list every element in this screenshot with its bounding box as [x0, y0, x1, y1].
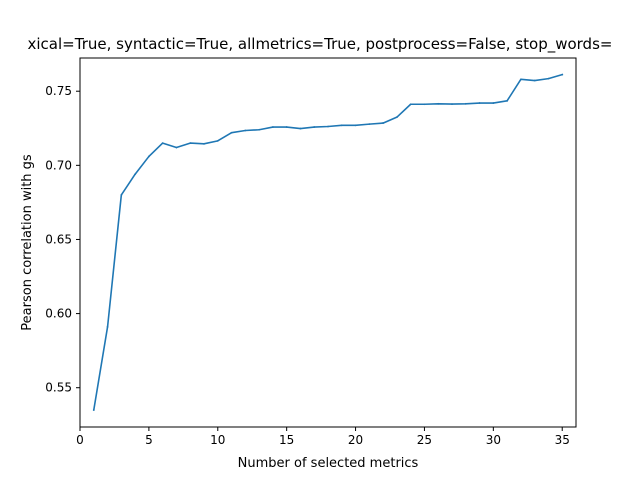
data-point	[285, 126, 288, 128]
data-point	[478, 102, 481, 104]
data-point	[175, 146, 178, 149]
x-axis-label: Number of selected metrics	[238, 456, 419, 471]
plot-frame	[79, 57, 577, 428]
data-point	[313, 126, 316, 128]
data-point	[106, 326, 109, 328]
x-tick-label: 30	[486, 433, 501, 447]
data-point	[354, 124, 357, 127]
data-point	[244, 129, 247, 132]
data-point	[561, 73, 564, 76]
data-point	[533, 79, 536, 82]
data-point	[189, 142, 192, 144]
y-tick-label: 0.55	[45, 381, 72, 395]
data-point	[230, 131, 233, 134]
data-point	[120, 194, 123, 196]
data-point	[216, 139, 219, 142]
data-point	[464, 102, 467, 105]
data-point	[437, 102, 440, 105]
data-point	[423, 103, 426, 106]
data-point	[134, 173, 137, 176]
data-point	[147, 155, 150, 158]
data-point	[368, 123, 371, 126]
data-point	[519, 78, 522, 81]
y-tick-label: 0.75	[45, 84, 72, 98]
data-point	[395, 116, 398, 119]
data-point	[547, 77, 550, 80]
data-point	[258, 128, 261, 131]
data-point	[340, 124, 343, 127]
data-point	[382, 122, 385, 124]
data-point	[161, 142, 164, 144]
data-point	[409, 103, 412, 106]
ticks-layer: 0 5 10 15 20 25 30 35 0.55 0.60 0.65 0.70 0.75	[45, 84, 570, 447]
data-point	[327, 125, 329, 128]
y-tick-label: 0.60	[45, 307, 72, 321]
data-point	[271, 126, 274, 128]
chart-title: xical=True, syntactic=True, allmetrics=T…	[28, 35, 613, 54]
x-tick-label: 35	[555, 433, 570, 447]
x-tick-label: 15	[279, 433, 294, 447]
x-tick-label: 10	[210, 433, 225, 447]
y-tick-label: 0.70	[45, 158, 72, 172]
x-tick-label: 20	[348, 433, 363, 447]
y-axis-label: Pearson correlation with gs	[20, 154, 35, 331]
data-point	[299, 127, 302, 130]
data-point	[506, 99, 509, 102]
data-point	[203, 142, 205, 145]
y-tick-label: 0.65	[45, 232, 72, 246]
series-layer	[92, 73, 564, 411]
x-tick-label: 25	[417, 433, 432, 447]
x-tick-label: 0	[76, 433, 84, 447]
data-point	[492, 102, 495, 104]
data-point	[451, 103, 453, 106]
data-point	[92, 409, 95, 411]
plot-area	[80, 58, 576, 427]
x-tick-label: 5	[145, 433, 153, 447]
